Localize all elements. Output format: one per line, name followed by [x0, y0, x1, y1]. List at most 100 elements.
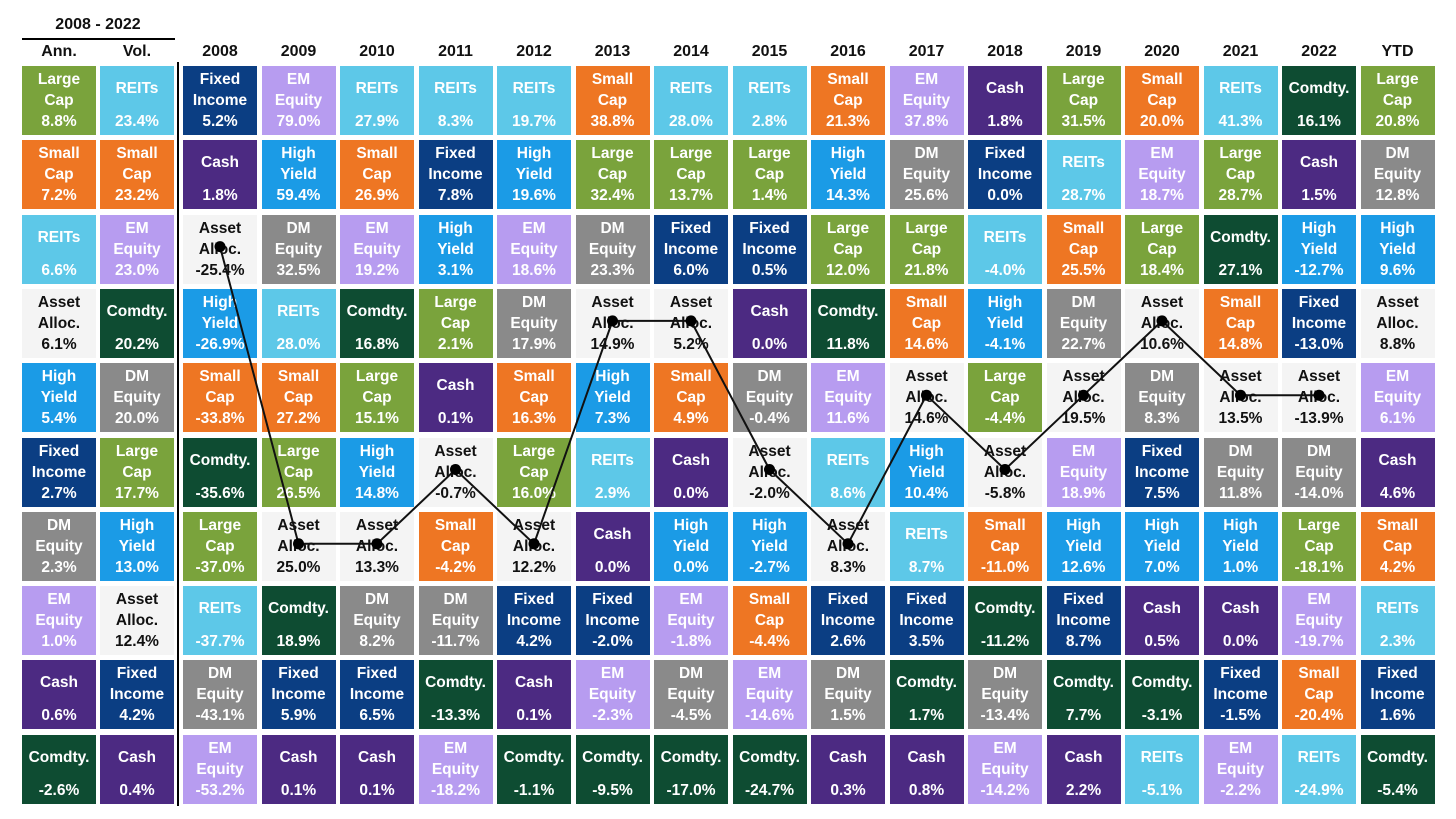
- return-value: 23.2%: [115, 187, 159, 205]
- return-value: 14.8%: [355, 484, 399, 502]
- cell-2010-small-cap: Small Cap 26.9%: [340, 140, 414, 210]
- cell-ytd-dm-equity: DM Equity 12.8%: [1360, 140, 1435, 210]
- vol-cell-comdty: Comdty. 20.2%: [100, 288, 174, 358]
- cell-2021-asset-alloc: Asset Alloc. 13.5%: [1203, 363, 1278, 433]
- year-header: 2015: [751, 43, 788, 60]
- cell-2018-dm-equity: DM Equity -13.4%: [968, 660, 1042, 730]
- cell-2013-cash: Cash 0.0%: [575, 511, 650, 581]
- asset-label: Cash: [358, 748, 396, 766]
- return-value: 0.8%: [908, 781, 945, 799]
- cell-2008-asset-alloc: Asset Alloc. -25.4%: [183, 214, 257, 284]
- asset-label: DM Equity: [902, 145, 951, 184]
- period-underline: [22, 38, 175, 40]
- asset-label: DM Equity: [274, 219, 323, 258]
- asset-label: EM Equity: [274, 71, 323, 109]
- return-value: 2.3%: [1379, 633, 1416, 651]
- asset-label: Fixed Income: [1134, 442, 1190, 481]
- return-value: 25.6%: [904, 187, 949, 205]
- return-value: 4.6%: [1379, 484, 1416, 502]
- asset-label: DM Equity: [1373, 145, 1422, 184]
- asset-label: REITs: [1219, 80, 1262, 97]
- asset-label: DM Equity: [1059, 293, 1108, 332]
- return-value: 1.5%: [1301, 187, 1337, 205]
- cell-2009-asset-alloc: Asset Alloc. 25.0%: [261, 511, 336, 581]
- asset-label: Cash: [436, 377, 475, 395]
- cell-2008-high-yield: High Yield -26.9%: [183, 288, 257, 358]
- return-value: 13.5%: [1218, 410, 1263, 428]
- cell-2020-small-cap: Small Cap 20.0%: [1125, 66, 1199, 135]
- cell-2009-reits: REITs 28.0%: [261, 288, 336, 358]
- asset-label: Small Cap: [1376, 516, 1419, 555]
- return-value: 6.0%: [673, 261, 709, 279]
- return-value: -5.4%: [1377, 781, 1418, 799]
- vol-cell-high-yield: High Yield 13.0%: [100, 511, 174, 581]
- return-value: 0.4%: [119, 781, 155, 799]
- cell-2020-cash: Cash 0.5%: [1125, 586, 1199, 656]
- return-value: 17.9%: [512, 335, 556, 353]
- asset-label: REITs: [905, 525, 948, 543]
- cell-ytd-fixed-income: Fixed Income 1.6%: [1360, 660, 1435, 730]
- asset-label: High Yield: [201, 293, 239, 332]
- asset-label: REITs: [37, 228, 81, 246]
- asset-label: High Yield: [280, 145, 317, 184]
- return-value: -0.7%: [435, 484, 476, 502]
- return-value: 4.2%: [516, 633, 552, 651]
- asset-label: Small Cap: [827, 71, 869, 109]
- asset-label: Cash: [1064, 748, 1103, 766]
- cell-2017-asset-alloc: Asset Alloc. 14.6%: [889, 363, 964, 433]
- asset-label: High Yield: [437, 219, 474, 258]
- return-value: 26.9%: [355, 187, 399, 205]
- return-value: 9.6%: [1379, 261, 1416, 279]
- return-value: -4.4%: [749, 633, 790, 651]
- return-value: -4.1%: [984, 335, 1026, 353]
- return-value: 0.1%: [359, 781, 395, 799]
- cell-2017-small-cap: Small Cap 14.6%: [889, 288, 964, 358]
- return-value: -35.6%: [195, 484, 245, 502]
- asset-label: DM Equity: [1138, 368, 1186, 407]
- asset-label: Cash: [750, 302, 789, 320]
- asset-label: Small Cap: [199, 368, 241, 407]
- return-value: 23.3%: [590, 261, 635, 279]
- ann-cell-reits: REITs 6.6%: [22, 214, 96, 284]
- return-value: 14.8%: [1218, 335, 1263, 353]
- asset-label: Comdty.: [346, 302, 408, 320]
- return-value: 20.8%: [1375, 113, 1420, 130]
- asset-label: Small Cap: [984, 516, 1026, 555]
- return-value: 6.5%: [359, 707, 395, 725]
- return-value: 11.8%: [1218, 484, 1263, 502]
- return-value: -4.4%: [984, 410, 1026, 428]
- asset-label: Fixed Income: [899, 591, 954, 630]
- asset-label: Asset Alloc.: [512, 516, 556, 555]
- cell-2012-fixed-income: Fixed Income 4.2%: [497, 586, 571, 656]
- asset-label: Large Cap: [669, 145, 713, 184]
- cell-2017-large-cap: Large Cap 21.8%: [889, 214, 964, 284]
- year-header: 2022: [1301, 43, 1337, 60]
- cell-2014-fixed-income: Fixed Income 6.0%: [654, 214, 728, 284]
- asset-label: Fixed Income: [1370, 665, 1425, 704]
- year-header: YTD: [1381, 43, 1414, 60]
- cell-2011-large-cap: Large Cap 2.1%: [418, 288, 493, 358]
- asset-label: EM Equity: [35, 591, 83, 630]
- return-value: 5.2%: [673, 335, 709, 353]
- cell-2008-fixed-income: Fixed Income 5.2%: [183, 66, 257, 135]
- asset-label: Small Cap: [591, 71, 634, 109]
- cell-2017-fixed-income: Fixed Income 3.5%: [889, 586, 964, 656]
- asset-label: DM Equity: [745, 368, 794, 407]
- return-value: 0.1%: [437, 410, 474, 428]
- return-value: -2.7%: [749, 558, 790, 576]
- return-value: 19.2%: [355, 261, 399, 279]
- return-value: 0.3%: [830, 781, 866, 799]
- return-value: 5.2%: [202, 113, 238, 130]
- asset-label: High Yield: [40, 368, 78, 407]
- asset-label: Asset Alloc.: [983, 442, 1027, 481]
- return-value: 18.9%: [276, 633, 321, 651]
- asset-label: Cash: [907, 748, 946, 766]
- cell-2009-comdty: Comdty. 18.9%: [261, 586, 336, 656]
- asset-label: EM Equity: [745, 665, 794, 704]
- cell-2015-comdty: Comdty. -24.7%: [732, 734, 807, 804]
- asset-label: Cash: [1221, 600, 1260, 618]
- return-value: -2.3%: [592, 707, 633, 725]
- cell-2021-comdty: Comdty. 27.1%: [1203, 214, 1278, 284]
- asset-label: REITs: [591, 451, 634, 469]
- asset-label: Comdty.: [739, 748, 800, 766]
